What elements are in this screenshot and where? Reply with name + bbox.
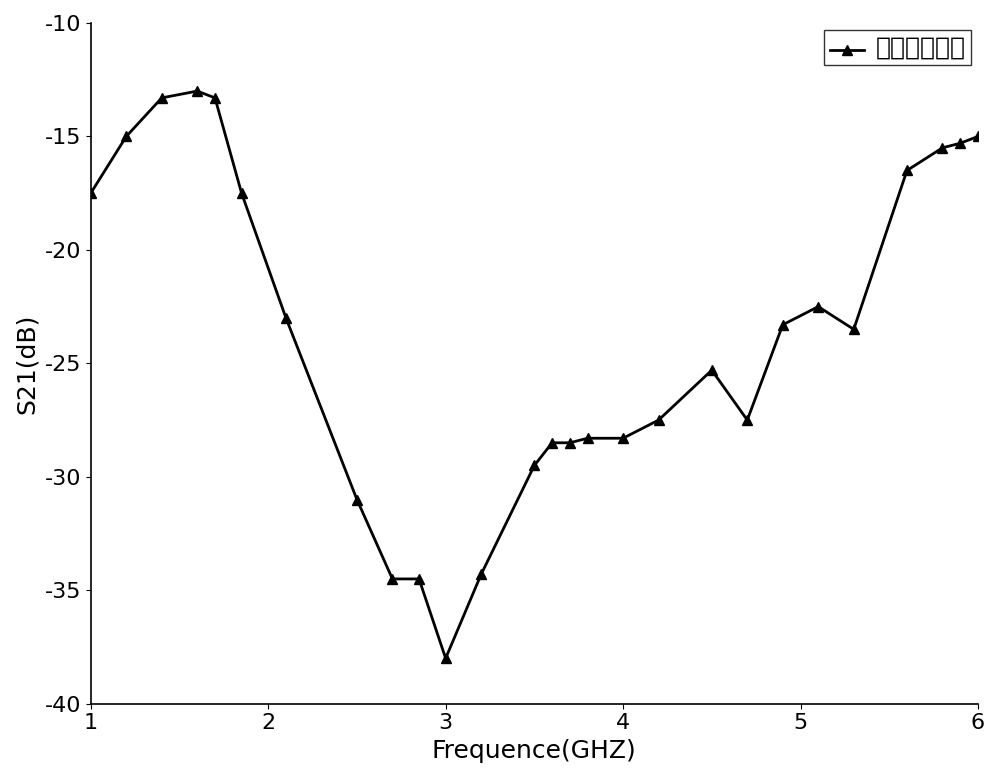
极化间隔离度 — [564, 438, 576, 447]
极化间隔离度 — [236, 188, 248, 198]
极化间隔离度 — [280, 314, 292, 323]
极化间隔离度 — [901, 166, 913, 175]
极化间隔离度 — [386, 574, 398, 584]
极化间隔离度 — [972, 131, 984, 141]
极化间隔离度 — [617, 433, 629, 443]
极化间隔离度 — [209, 93, 221, 103]
极化间隔离度 — [582, 433, 594, 443]
Legend: 极化间隔离度: 极化间隔离度 — [824, 30, 971, 65]
X-axis label: Frequence(GHZ): Frequence(GHZ) — [432, 739, 637, 763]
极化间隔离度 — [848, 324, 860, 334]
极化间隔离度 — [85, 188, 97, 198]
极化间隔离度 — [954, 138, 966, 148]
极化间隔离度 — [351, 495, 363, 504]
极化间隔离度 — [546, 438, 558, 447]
极化间隔离度 — [528, 461, 540, 470]
极化间隔离度 — [156, 93, 168, 103]
极化间隔离度 — [741, 415, 753, 425]
Line: 极化间隔离度: 极化间隔离度 — [86, 86, 983, 663]
极化间隔离度 — [936, 143, 948, 152]
极化间隔离度 — [191, 86, 203, 96]
极化间隔离度 — [120, 131, 132, 141]
极化间隔离度 — [777, 320, 789, 329]
极化间隔离度 — [440, 654, 452, 663]
极化间隔离度 — [653, 415, 665, 425]
极化间隔离度 — [812, 302, 824, 311]
Y-axis label: S21(dB): S21(dB) — [15, 314, 39, 414]
极化间隔离度 — [706, 366, 718, 375]
极化间隔离度 — [475, 569, 487, 579]
极化间隔离度 — [413, 574, 425, 584]
